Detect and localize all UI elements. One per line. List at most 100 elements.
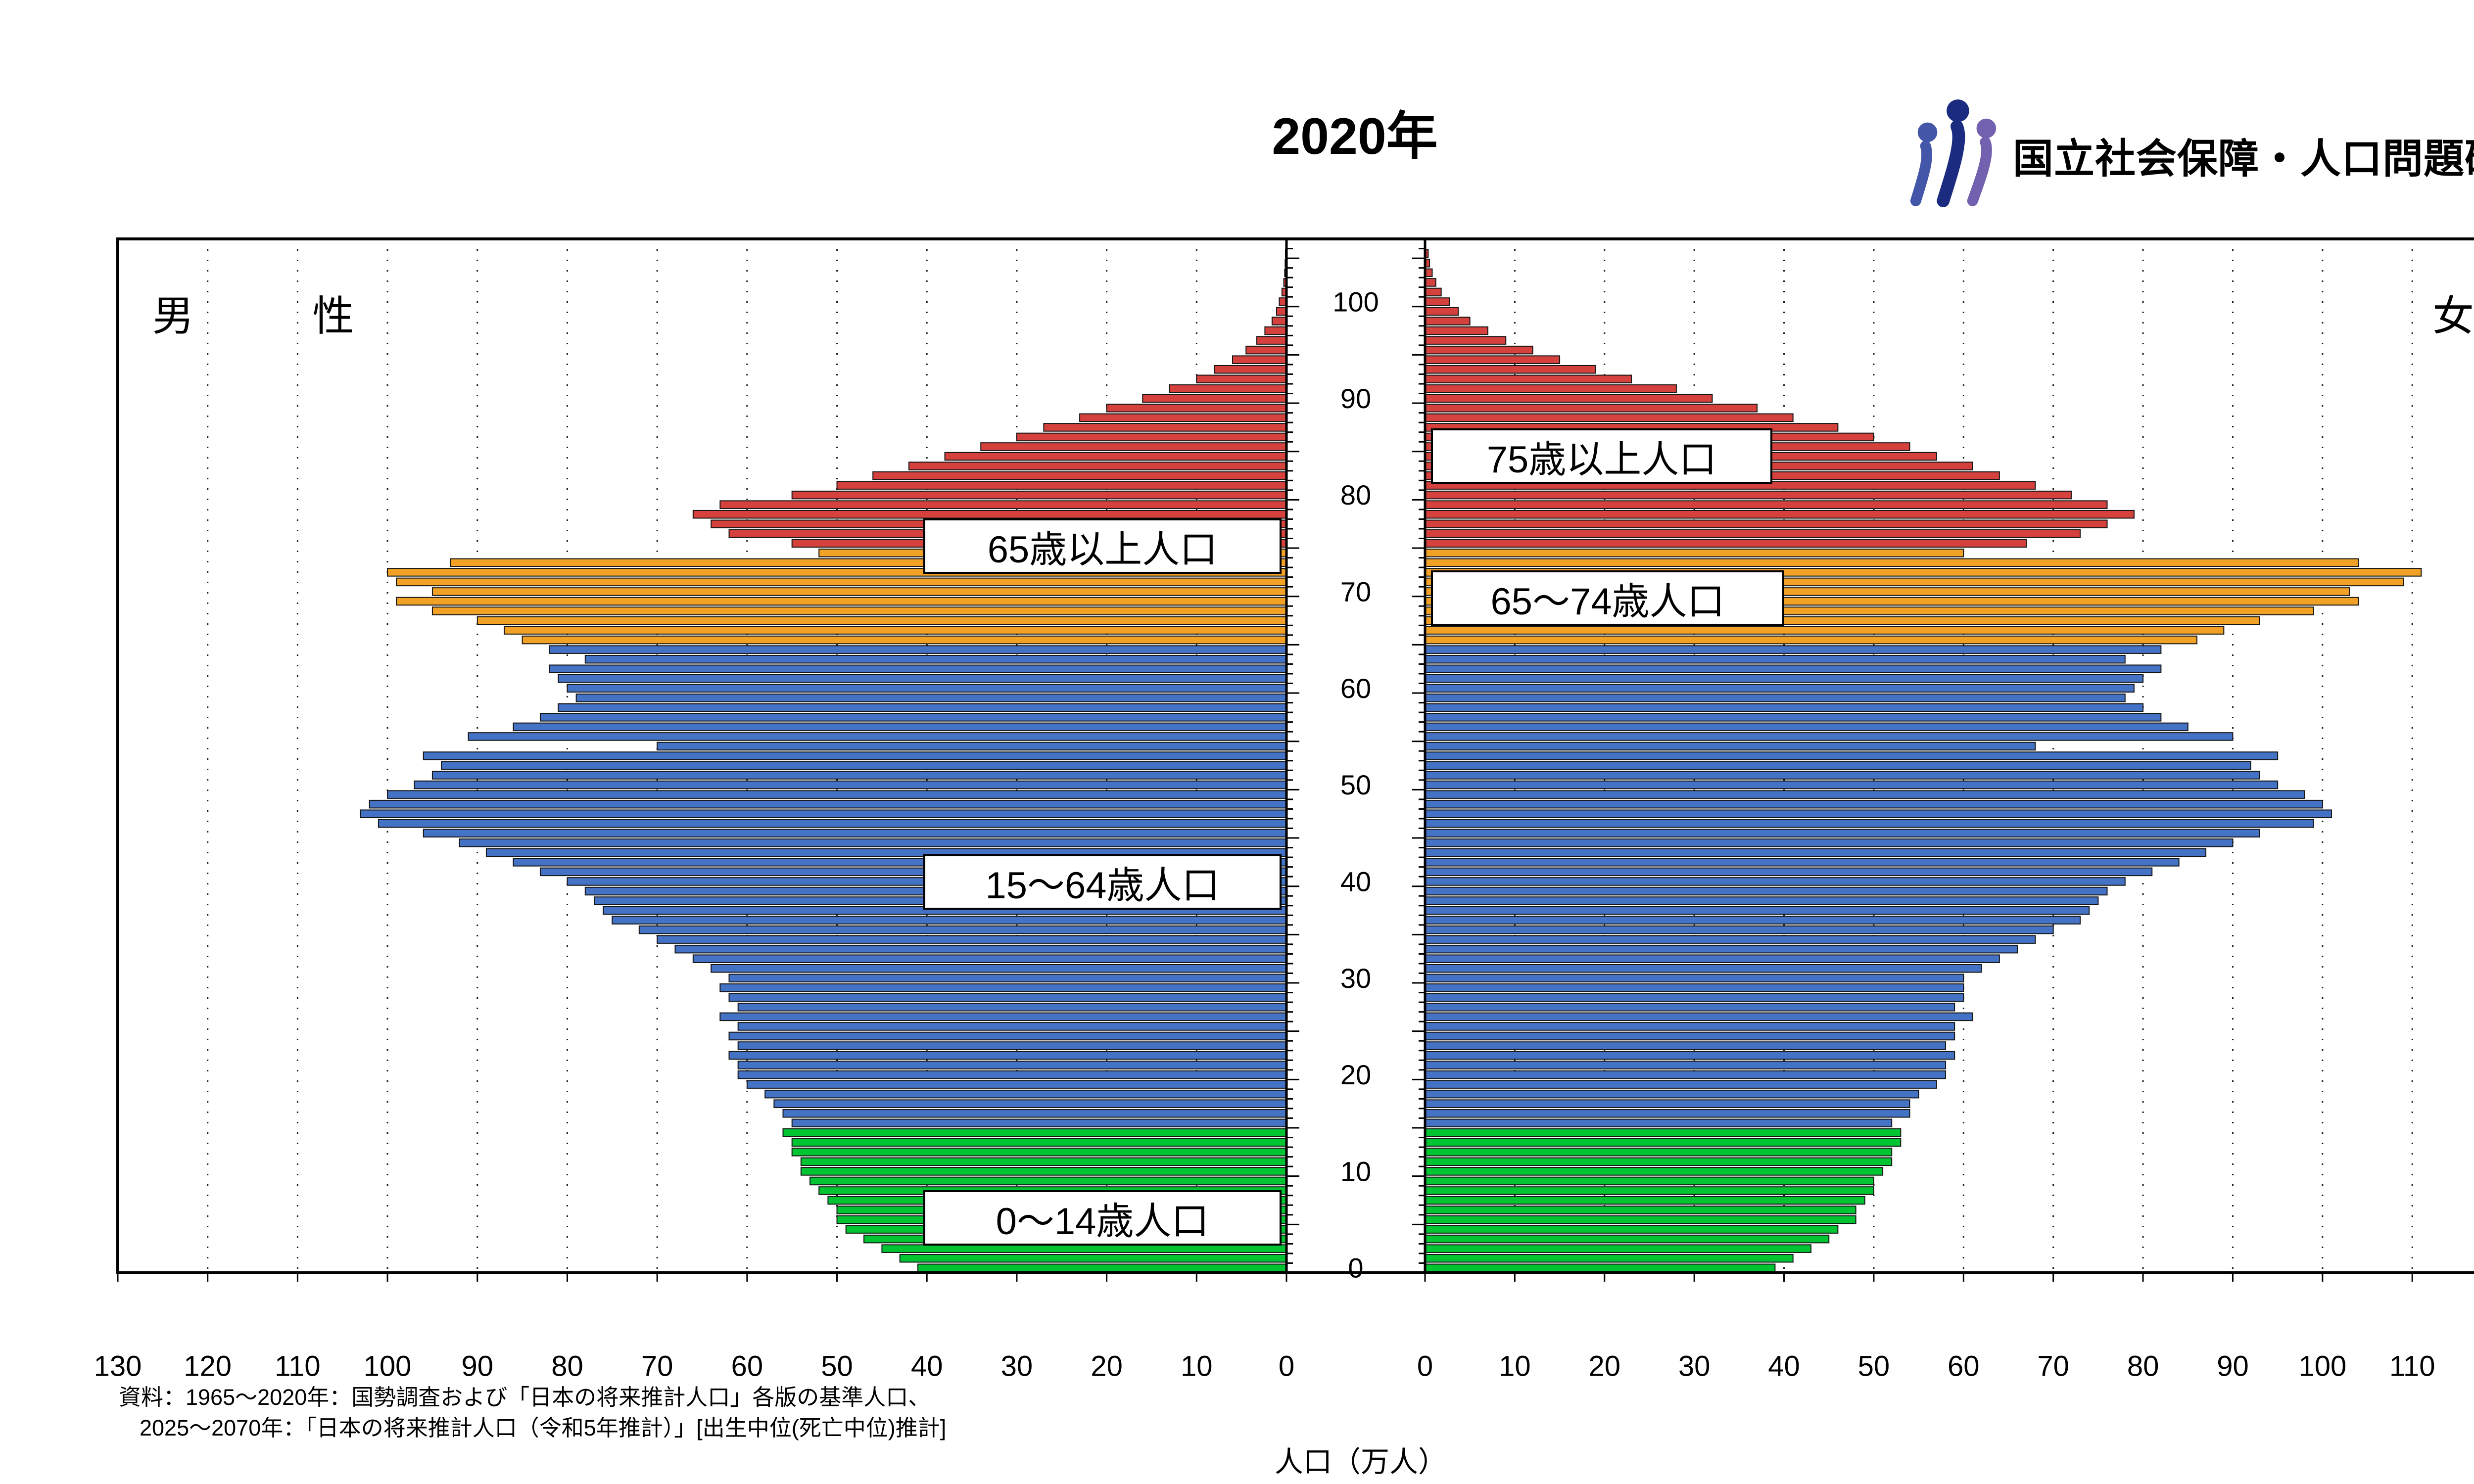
age-label-100: 100: [1332, 286, 1379, 317]
bar-male-age-57: [539, 713, 1287, 722]
bar-male-age-88: [1079, 413, 1287, 422]
bar-female-age-77: [1425, 519, 2108, 528]
age-label-0: 0: [1348, 1252, 1363, 1284]
annotation-65plus: 65歳以上人口: [923, 518, 1282, 574]
bar-male-age-33: [674, 944, 1287, 954]
bar-male-age-98: [1271, 317, 1287, 325]
bar-female-age-24: [1425, 1031, 1955, 1041]
x-label-left-130: 130: [94, 1350, 142, 1383]
bar-female-age-74: [1425, 549, 1964, 557]
bar-male-age-65: [522, 635, 1287, 645]
bar-female-age-9: [1425, 1176, 1874, 1186]
bar-female-age-94: [1425, 355, 1561, 364]
bar-female-age-58: [1425, 703, 2144, 712]
bar-male-age-26: [719, 1012, 1287, 1021]
x-label-right-0: 0: [1417, 1350, 1433, 1383]
bar-female-age-59: [1425, 694, 2126, 702]
bar-male-age-28: [728, 993, 1287, 1002]
bar-female-age-98: [1425, 317, 1471, 325]
bar-female-age-31: [1425, 964, 1982, 973]
bar-female-age-66: [1425, 626, 2225, 635]
bar-female-age-41: [1425, 867, 2153, 877]
bar-male-age-46: [378, 819, 1287, 828]
bar-female-age-62: [1425, 664, 2162, 673]
x-label-left-20: 20: [1091, 1350, 1123, 1383]
bar-male-age-45: [423, 829, 1287, 838]
bar-male-age-22: [728, 1051, 1287, 1060]
bar-male-age-27: [737, 1003, 1287, 1012]
bar-male-age-34: [657, 935, 1287, 944]
bar-female-age-97: [1425, 326, 1488, 335]
bar-male-age-18: [764, 1089, 1287, 1099]
bar-male-age-20: [737, 1070, 1287, 1079]
bar-female-age-43: [1425, 848, 2207, 857]
bar-female-age-25: [1425, 1022, 1955, 1031]
bar-male-age-78: [692, 510, 1287, 519]
bar-male-age-80: [791, 490, 1287, 500]
age-label-10: 10: [1340, 1156, 1371, 1187]
bar-female-age-60: [1425, 684, 2135, 693]
bar-female-age-44: [1425, 838, 2234, 847]
bar-female-age-13: [1425, 1138, 1902, 1147]
x-label-left-120: 120: [184, 1350, 232, 1383]
x-label-left-90: 90: [462, 1350, 494, 1383]
x-label-left-60: 60: [731, 1350, 763, 1383]
bar-male-age-90: [1142, 394, 1287, 403]
bar-male-age-52: [441, 761, 1287, 770]
bar-female-age-32: [1425, 954, 2000, 963]
bar-female-age-90: [1425, 394, 1713, 403]
bar-female-age-33: [1425, 944, 2018, 954]
bar-male-age-84: [944, 452, 1287, 461]
annotation-65to74: 65～74歳人口: [1431, 570, 1784, 626]
x-label-right-20: 20: [1589, 1350, 1621, 1383]
bar-male-age-99: [1276, 307, 1287, 316]
female-label: 女 性: [2432, 283, 2474, 343]
bar-female-age-23: [1425, 1041, 1947, 1050]
institute-name: 国立社会保障・人口問題研究所: [2013, 136, 2474, 182]
bar-female-age-2: [1425, 1244, 1811, 1253]
bar-male-age-53: [423, 751, 1287, 760]
age-label-60: 60: [1340, 673, 1371, 704]
bar-male-age-11: [800, 1157, 1287, 1166]
x-label-left-100: 100: [364, 1350, 412, 1383]
x-label-right-50: 50: [1858, 1350, 1890, 1383]
bar-female-age-12: [1425, 1148, 1893, 1157]
annotation-0to14: 0～14歳人口: [923, 1190, 1282, 1246]
x-label-left-0: 0: [1279, 1350, 1294, 1383]
bar-female-age-22: [1425, 1051, 1955, 1060]
bar-female-age-91: [1425, 384, 1677, 393]
bar-male-age-0: [917, 1263, 1287, 1272]
bar-female-age-3: [1425, 1234, 1830, 1244]
bar-female-age-27: [1425, 1003, 1955, 1012]
annotation-15to64: 15～64歳人口: [923, 854, 1282, 910]
bar-male-age-12: [791, 1148, 1287, 1157]
bar-male-age-94: [1232, 355, 1287, 364]
bar-male-age-85: [980, 442, 1287, 451]
age-label-80: 80: [1340, 479, 1371, 510]
bar-female-age-54: [1425, 742, 2036, 751]
bar-male-age-61: [558, 674, 1287, 683]
bar-female-age-55: [1425, 732, 2234, 741]
bar-female-age-49: [1425, 790, 2305, 799]
bar-male-age-58: [558, 703, 1287, 712]
x-label-left-110: 110: [275, 1350, 320, 1383]
bar-female-age-38: [1425, 896, 2099, 905]
age-label-90: 90: [1340, 383, 1371, 414]
bar-female-age-5: [1425, 1215, 1856, 1224]
x-label-right-110: 110: [2389, 1350, 2435, 1383]
age-label-20: 20: [1340, 1059, 1371, 1090]
bar-female-age-79: [1425, 500, 2108, 509]
bar-female-age-73: [1425, 558, 2359, 567]
bar-female-age-52: [1425, 761, 2251, 770]
bar-male-age-69: [396, 597, 1287, 606]
bar-female-age-20: [1425, 1070, 1947, 1079]
age-label-30: 30: [1340, 963, 1371, 994]
bar-female-age-14: [1425, 1128, 1902, 1137]
bar-male-age-95: [1245, 345, 1287, 355]
plot-frame: [116, 237, 2474, 1274]
bar-male-age-89: [1106, 404, 1287, 413]
bar-female-age-7: [1425, 1196, 1865, 1205]
bar-male-age-60: [567, 684, 1287, 693]
x-label-left-50: 50: [821, 1350, 853, 1383]
bar-female-age-17: [1425, 1099, 1910, 1108]
